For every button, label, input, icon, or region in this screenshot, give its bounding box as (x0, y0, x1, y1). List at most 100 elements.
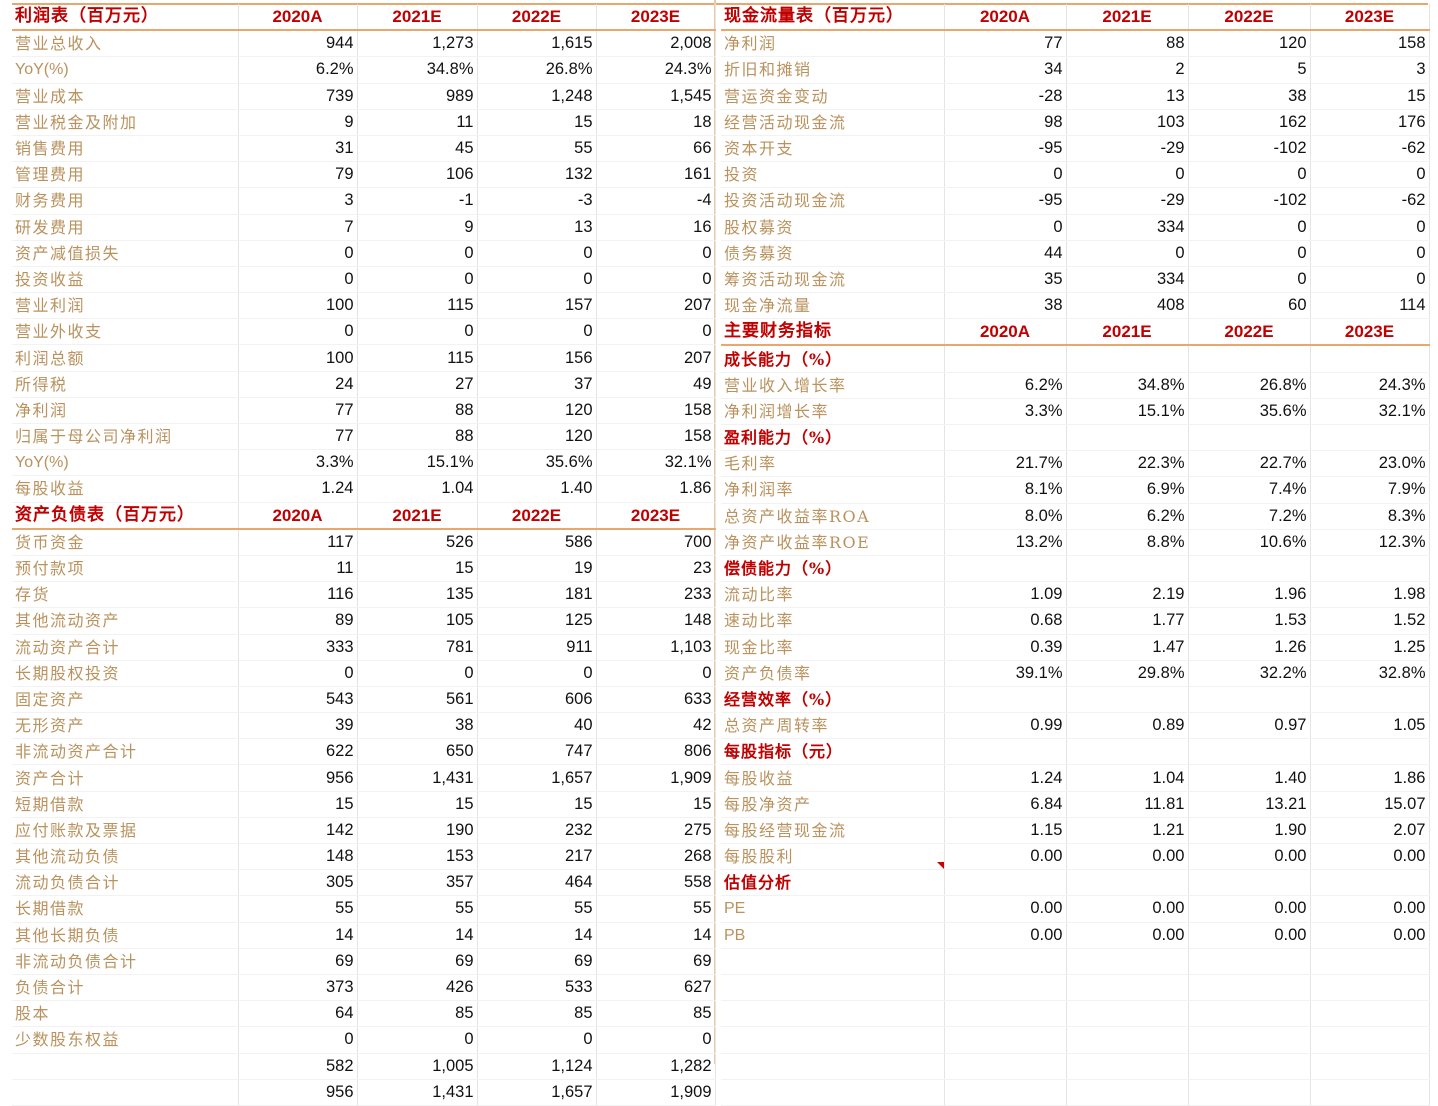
empty-row (721, 948, 1430, 975)
row-label: 研发费用 (12, 214, 239, 241)
value-cell: 153 (357, 843, 478, 871)
row-label: 股权募资 (721, 214, 945, 241)
row-label: 毛利率 (721, 450, 945, 478)
empty-cell (1310, 345, 1430, 373)
value-cell: 0 (596, 660, 716, 687)
table-row: 总资产周转率 0.99 0.89 0.97 1.05 (721, 712, 1430, 740)
value-cell: 45 (357, 135, 478, 163)
value-cell: 15.07 (1310, 791, 1430, 818)
value-cell: 1,248 (477, 83, 597, 110)
table-row: 预付款项 11 15 19 23 (12, 555, 716, 583)
value-cell: 98 (944, 109, 1067, 136)
value-cell: -29 (1066, 135, 1189, 163)
value-cell: 207 (596, 292, 716, 320)
table-title: 资产负债表（百万元） (12, 502, 239, 530)
value-cell: 24.3% (596, 56, 716, 84)
value-cell: 582 (238, 1053, 358, 1080)
value-cell: 132 (477, 161, 597, 189)
row-label: 债务募资 (721, 240, 945, 267)
cell-comment-marker (937, 862, 944, 869)
balance-sheet-header: 资产负债表（百万元） 2020A 2021E 2022E 2023E (12, 502, 716, 530)
row-label: 资产负债率 (721, 660, 945, 687)
value-cell: 0.97 (1188, 712, 1311, 740)
value-cell: 8.1% (944, 476, 1067, 504)
value-cell: 3 (238, 187, 358, 215)
row-label: 净利润 (12, 397, 239, 425)
row-label: 长期借款 (12, 895, 239, 923)
value-cell: 14 (238, 922, 358, 949)
value-cell: 1.96 (1188, 581, 1311, 609)
value-cell: 1,273 (357, 30, 478, 58)
row-label: 少数股东权益 (12, 1026, 239, 1054)
value-cell: 176 (1310, 109, 1430, 136)
year-header: 2023E (596, 502, 716, 530)
value-cell: 1.25 (1310, 634, 1430, 661)
value-cell: 627 (596, 974, 716, 1002)
empty-cell (944, 1000, 1067, 1028)
value-cell: 207 (596, 344, 716, 372)
value-cell: 2.07 (1310, 817, 1430, 845)
value-cell: 35.6% (1188, 398, 1311, 426)
empty-cell (1188, 1053, 1311, 1080)
empty-cell (1310, 1053, 1430, 1080)
value-cell: 232 (477, 817, 597, 845)
section-title: 经营效率（%） (721, 686, 945, 714)
empty-cell (1066, 869, 1189, 897)
value-cell: 0.00 (1188, 843, 1311, 871)
empty-cell (1188, 1079, 1311, 1106)
value-cell: 69 (238, 948, 358, 975)
row-label: 其他长期负债 (12, 922, 239, 949)
value-cell: 55 (477, 135, 597, 163)
table-row: 股权募资 0 334 0 0 (721, 214, 1430, 241)
value-cell: 158 (596, 397, 716, 425)
table-row: 现金净流量 38 408 60 114 (721, 292, 1430, 320)
row-label: 营运资金变动 (721, 83, 945, 110)
table-row: 投资活动现金流 -95 -29 -102 -62 (721, 187, 1430, 215)
value-cell: 15 (1310, 83, 1430, 110)
value-cell: 162 (1188, 109, 1311, 136)
table-row: 所得税 24 27 37 49 (12, 371, 716, 398)
value-cell: 0 (1188, 214, 1311, 241)
row-label: 每股净资产 (721, 791, 945, 818)
value-cell: 806 (596, 738, 716, 766)
section-title: 偿债能力（%） (721, 555, 945, 583)
value-cell: 9 (357, 214, 478, 241)
section-title: 成长能力（%） (721, 345, 945, 373)
value-cell: 115 (357, 344, 478, 372)
value-cell: 622 (238, 738, 358, 766)
empty-cell (1310, 948, 1430, 975)
row-label: 所得税 (12, 371, 239, 398)
value-cell: 0.00 (1066, 895, 1189, 923)
value-cell: 55 (238, 895, 358, 923)
empty-cell (944, 869, 1067, 897)
row-label: 财务费用 (12, 187, 239, 215)
row-label: 利润总额 (12, 344, 239, 372)
value-cell: 217 (477, 843, 597, 871)
table-row: 净利润 77 88 120 158 (721, 30, 1430, 58)
value-cell: -62 (1310, 187, 1430, 215)
value-cell: 105 (357, 607, 478, 635)
value-cell: 1,657 (477, 764, 597, 792)
empty-cell (1066, 345, 1189, 373)
value-cell: 1.90 (1188, 817, 1311, 845)
value-cell: 9 (238, 109, 358, 136)
empty-row (721, 1079, 1430, 1106)
row-label: 应付账款及票据 (12, 817, 239, 845)
empty-cell (1188, 424, 1311, 452)
value-cell: 26.8% (477, 56, 597, 84)
value-cell: 0 (477, 266, 597, 294)
empty-cell (1310, 1026, 1430, 1054)
value-cell: 1.15 (944, 817, 1067, 845)
value-cell: 148 (596, 607, 716, 635)
value-cell: 633 (596, 686, 716, 714)
value-cell: 42 (596, 712, 716, 740)
empty-cell (1310, 686, 1430, 714)
value-cell: 8.8% (1066, 529, 1189, 556)
value-cell: 0.00 (1188, 922, 1311, 949)
value-cell: 561 (357, 686, 478, 714)
value-cell: 747 (477, 738, 597, 766)
row-label: 股本 (12, 1000, 239, 1028)
row-label: 流动资产合计 (12, 634, 239, 661)
value-cell: 0 (357, 1026, 478, 1054)
value-cell: 1.86 (1310, 764, 1430, 792)
